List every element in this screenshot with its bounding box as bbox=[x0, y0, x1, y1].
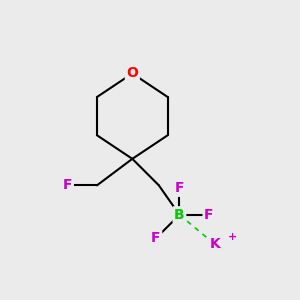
Text: F: F bbox=[204, 208, 214, 222]
Text: +: + bbox=[228, 232, 237, 242]
Text: F: F bbox=[151, 231, 160, 245]
Text: K: K bbox=[209, 237, 220, 251]
Text: F: F bbox=[63, 178, 72, 192]
Text: F: F bbox=[175, 181, 184, 195]
Text: B: B bbox=[174, 208, 185, 222]
Text: O: O bbox=[126, 66, 138, 80]
